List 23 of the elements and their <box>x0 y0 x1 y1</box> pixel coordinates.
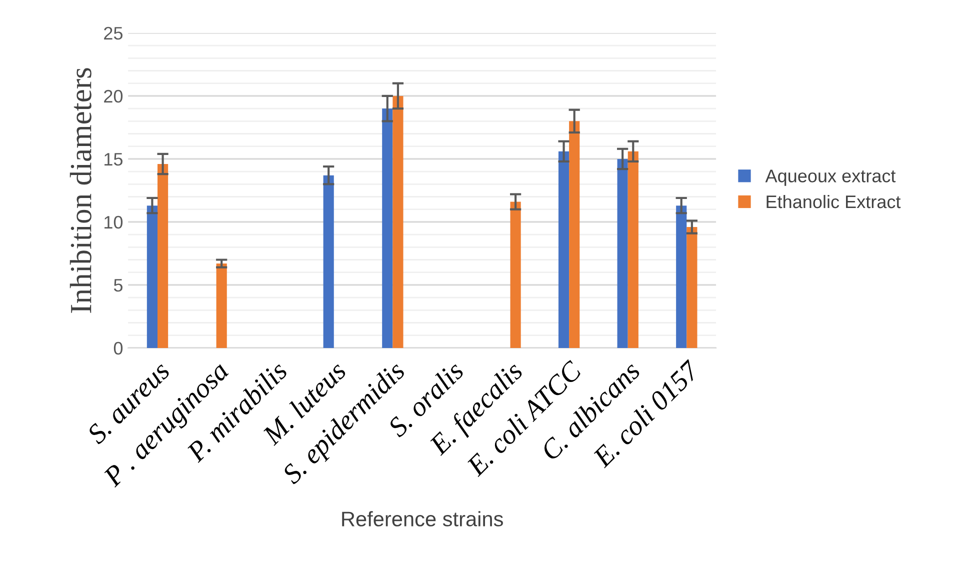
y-tick-label: 5 <box>114 279 122 292</box>
bar <box>569 121 580 348</box>
y-tick-label: 15 <box>104 153 122 166</box>
x-axis-title: Reference strains <box>342 511 503 526</box>
y-tick-label: 20 <box>104 90 123 103</box>
bar <box>628 151 638 348</box>
bar <box>558 151 570 348</box>
legend-label: Ethanolic Extract <box>766 194 901 208</box>
bar <box>617 158 628 348</box>
bar <box>216 264 227 348</box>
y-tick-label: 10 <box>104 216 123 229</box>
y-tick-label: 0 <box>114 342 123 355</box>
bar <box>392 96 404 348</box>
bar <box>382 108 393 348</box>
legend-label: Aqueoux extract <box>765 170 896 186</box>
bar <box>676 206 687 348</box>
y-axis-title: Inhibition diameters <box>70 68 92 313</box>
bar <box>323 175 334 348</box>
bar <box>158 164 168 348</box>
y-tick-label: 25 <box>104 26 122 40</box>
bar <box>146 206 158 348</box>
bar <box>686 226 698 348</box>
bar <box>510 202 521 348</box>
